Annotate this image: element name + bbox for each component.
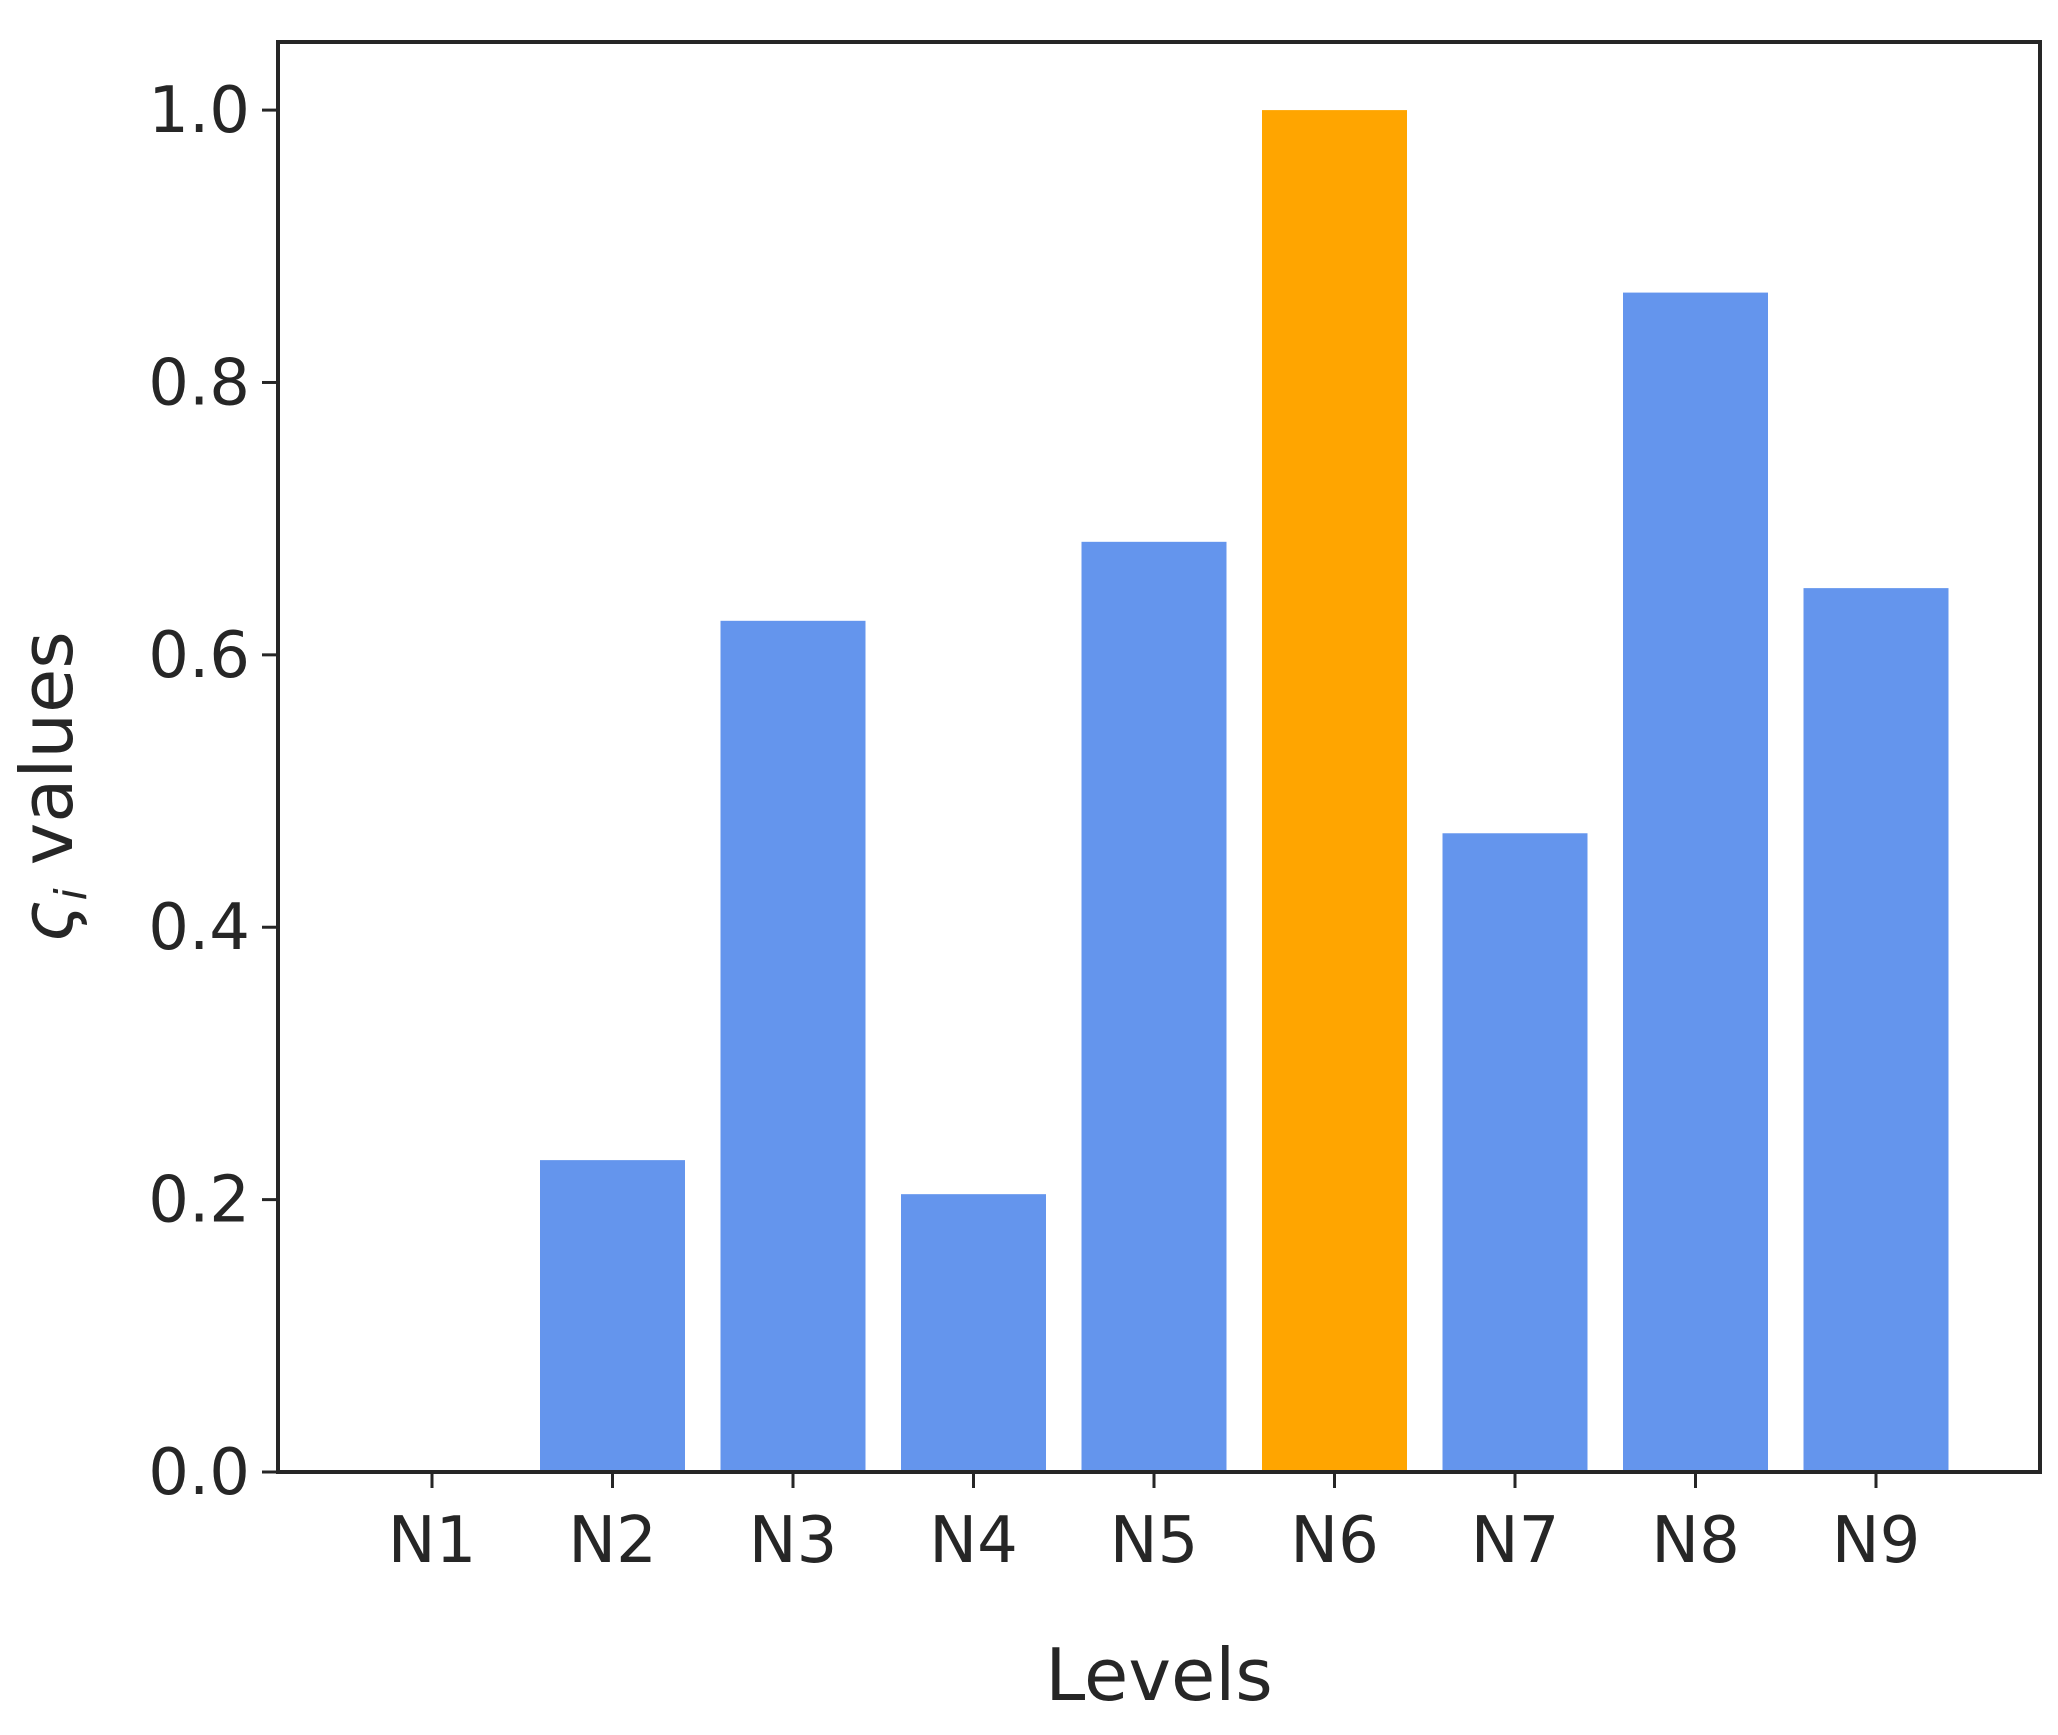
x-tick-label: N6	[1290, 1504, 1379, 1578]
bar-n7	[1442, 833, 1588, 1472]
y-tick-label: 0.6	[148, 619, 250, 693]
bar-n4	[901, 1194, 1046, 1472]
y-tick-label: 1.0	[148, 74, 250, 148]
y-tick-label: 0.8	[148, 346, 250, 420]
x-tick-label: N8	[1651, 1504, 1740, 1578]
x-tick-label: N2	[568, 1504, 657, 1578]
x-ticks: N1 N2 N3 N4 N5 N6 N7 N8 N9	[388, 1472, 1921, 1578]
bar-n9	[1803, 588, 1949, 1472]
y-axis-title-subscript: i	[46, 888, 97, 901]
x-tick-label: N7	[1471, 1504, 1560, 1578]
bar-n5	[1081, 541, 1227, 1472]
x-tick-label: N3	[749, 1504, 838, 1578]
x-tick-label: N1	[388, 1504, 477, 1578]
x-tick-label: N4	[929, 1504, 1018, 1578]
x-axis-title: Levels	[1045, 1633, 1273, 1717]
plot-frame	[276, 40, 2042, 1474]
y-tick-label: 0.4	[148, 891, 250, 965]
y-ticks: 0.0 0.2 0.4 0.6 0.8 1.0	[148, 74, 278, 1510]
x-tick-label: N9	[1832, 1504, 1921, 1578]
y-axis-title-suffix: values	[5, 631, 89, 888]
bars-layer	[540, 110, 1949, 1473]
bar-n8	[1623, 292, 1768, 1473]
y-tick-label: 0.2	[148, 1164, 250, 1238]
bar-n3	[720, 620, 866, 1472]
x-tick-label: N5	[1110, 1504, 1199, 1578]
bar-n2	[540, 1160, 685, 1472]
y-axis-title: ςi values	[5, 631, 97, 943]
y-axis-title-symbol: ς	[5, 901, 89, 943]
y-tick-label: 0.0	[148, 1436, 250, 1510]
bar-n6	[1262, 110, 1407, 1473]
